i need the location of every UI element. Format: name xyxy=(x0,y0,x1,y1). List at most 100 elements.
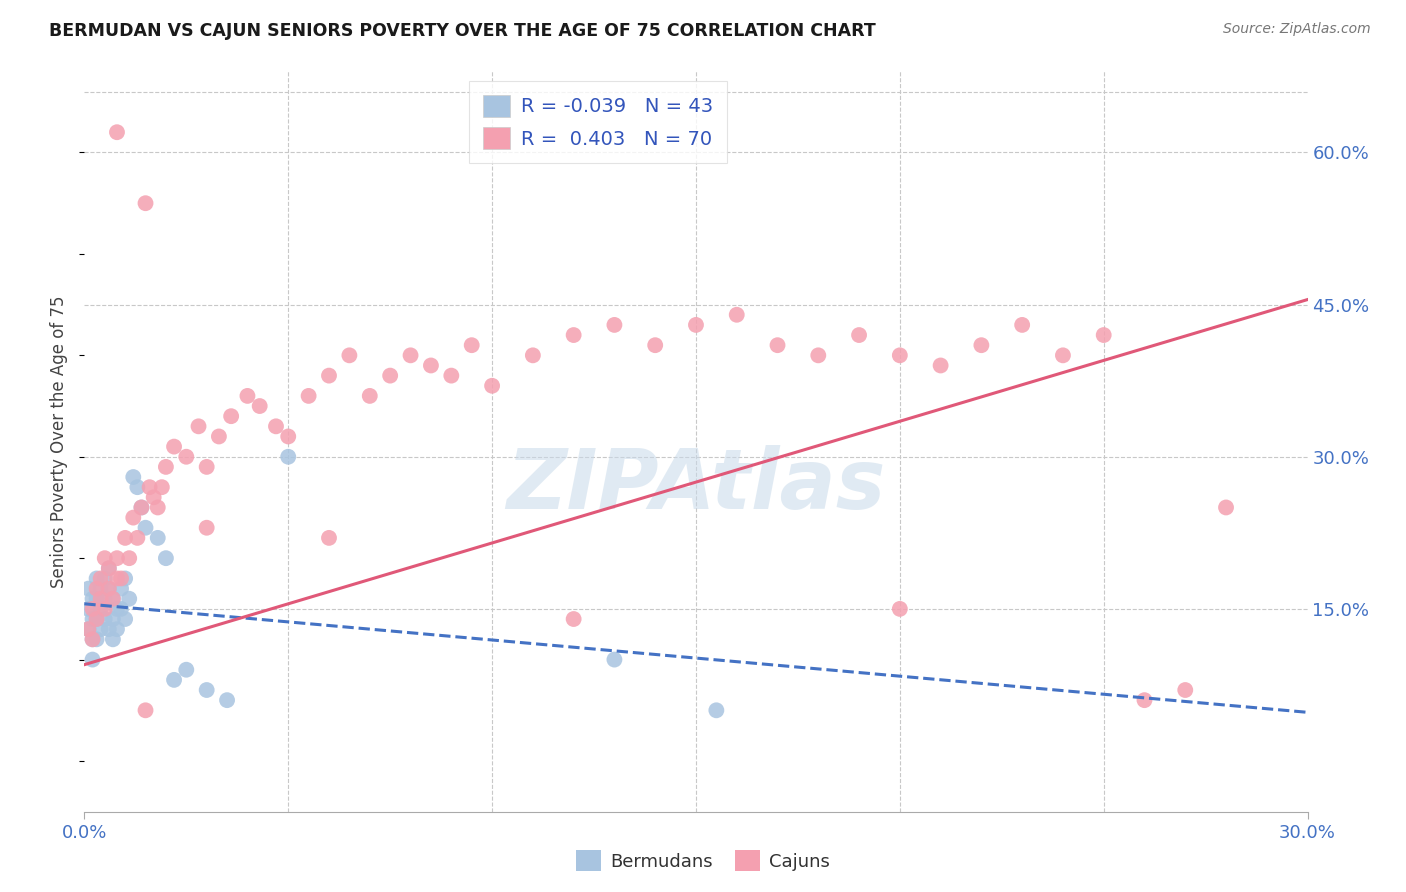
Point xyxy=(420,359,443,373)
Point xyxy=(131,500,153,515)
Point xyxy=(155,551,177,566)
Point xyxy=(195,521,218,535)
Point xyxy=(77,602,100,616)
Point xyxy=(195,683,218,698)
Point xyxy=(118,591,141,606)
Point xyxy=(1052,348,1074,362)
Point xyxy=(122,510,145,524)
Point xyxy=(644,338,666,352)
Point xyxy=(82,591,104,606)
Point xyxy=(318,368,340,383)
Point xyxy=(86,582,108,596)
Point xyxy=(174,450,197,464)
Point xyxy=(86,571,108,585)
Point xyxy=(174,663,197,677)
Point xyxy=(135,196,157,211)
Point xyxy=(114,571,136,585)
Point xyxy=(163,440,186,454)
Point xyxy=(440,368,463,383)
Point xyxy=(90,602,112,616)
Point xyxy=(82,632,104,647)
Point xyxy=(93,551,115,566)
Point xyxy=(97,561,120,575)
Point xyxy=(318,531,340,545)
Point xyxy=(105,602,128,616)
Point xyxy=(105,622,128,636)
Point xyxy=(101,632,124,647)
Point xyxy=(101,591,124,606)
Point xyxy=(807,348,830,362)
Point xyxy=(264,419,287,434)
Point xyxy=(249,399,271,413)
Point xyxy=(86,612,108,626)
Point xyxy=(685,318,707,332)
Point xyxy=(277,450,299,464)
Point xyxy=(97,561,120,575)
Point xyxy=(1215,500,1237,515)
Point xyxy=(77,622,100,636)
Point xyxy=(1011,318,1033,332)
Point xyxy=(219,409,242,424)
Point xyxy=(93,612,115,626)
Point xyxy=(90,582,112,596)
Point xyxy=(90,571,112,585)
Point xyxy=(522,348,544,362)
Point xyxy=(110,602,132,616)
Point xyxy=(82,602,104,616)
Point xyxy=(236,389,259,403)
Point xyxy=(93,602,115,616)
Point xyxy=(101,591,124,606)
Text: Source: ZipAtlas.com: Source: ZipAtlas.com xyxy=(1223,22,1371,37)
Point xyxy=(970,338,993,352)
Point xyxy=(277,429,299,443)
Point xyxy=(118,551,141,566)
Point xyxy=(97,582,120,596)
Point xyxy=(766,338,789,352)
Point xyxy=(187,419,209,434)
Text: ZIPAtlas: ZIPAtlas xyxy=(506,445,886,526)
Point xyxy=(97,622,120,636)
Point xyxy=(929,359,952,373)
Point xyxy=(195,459,218,474)
Point xyxy=(562,612,585,626)
Point xyxy=(131,500,153,515)
Point xyxy=(603,652,626,666)
Point xyxy=(101,612,124,626)
Point xyxy=(706,703,728,717)
Point xyxy=(127,480,149,494)
Point xyxy=(127,531,149,545)
Point xyxy=(339,348,361,362)
Point xyxy=(82,652,104,666)
Point xyxy=(146,500,169,515)
Point xyxy=(380,368,402,383)
Point xyxy=(93,591,115,606)
Point xyxy=(848,328,870,343)
Point xyxy=(298,389,321,403)
Point xyxy=(150,480,173,494)
Point xyxy=(105,125,128,139)
Point xyxy=(90,622,112,636)
Point xyxy=(889,602,911,616)
Text: BERMUDAN VS CAJUN SENIORS POVERTY OVER THE AGE OF 75 CORRELATION CHART: BERMUDAN VS CAJUN SENIORS POVERTY OVER T… xyxy=(49,22,876,40)
Point xyxy=(135,521,157,535)
Point xyxy=(155,459,177,474)
Point xyxy=(77,582,100,596)
Point xyxy=(461,338,484,352)
Point xyxy=(114,612,136,626)
Point xyxy=(481,378,503,392)
Point xyxy=(105,571,128,585)
Point xyxy=(399,348,422,362)
Point xyxy=(105,551,128,566)
Point xyxy=(1174,683,1197,698)
Point xyxy=(82,632,104,647)
Point xyxy=(86,632,108,647)
Point xyxy=(163,673,186,687)
Point xyxy=(142,491,165,505)
Point xyxy=(77,622,100,636)
Point xyxy=(138,480,160,494)
Legend: Bermudans, Cajuns: Bermudans, Cajuns xyxy=(569,843,837,879)
Point xyxy=(146,531,169,545)
Point xyxy=(114,531,136,545)
Point xyxy=(135,703,157,717)
Point xyxy=(122,470,145,484)
